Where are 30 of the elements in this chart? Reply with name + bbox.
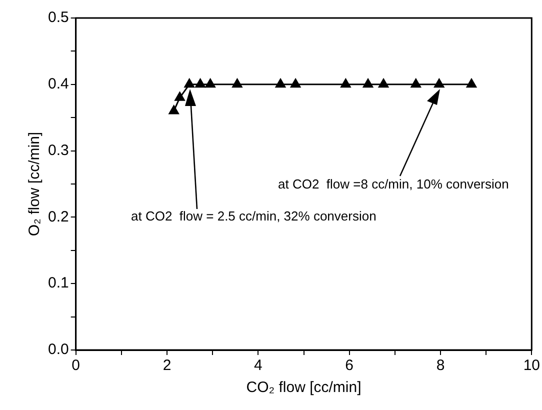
x-tick-label: 10 [523,357,540,374]
point [378,78,389,88]
point [184,78,194,88]
y-tick-label: 0.0 [48,341,69,358]
y-tick-label: 0.1 [48,274,69,292]
y-axis-title: O₂ flow [cc/min] [26,132,44,236]
point [232,78,242,88]
point [340,78,351,88]
annotation: at CO2 flow =8 cc/min, 10% conversion [278,176,509,192]
point [205,78,216,88]
annotation: at CO2 flow = 2.5 cc/min, 32% conversion [131,208,376,224]
point [168,105,179,114]
x-tick-label: 8 [436,357,445,374]
point [434,78,444,88]
x-tick-label: 6 [345,357,354,374]
x-tick-label: 0 [72,357,80,374]
x-axis-title: CO₂ flow [cc/min] [246,379,362,396]
point [410,78,421,88]
point [362,78,374,88]
y-tick-label: 0.2 [48,208,69,226]
point [275,78,286,88]
y-tick-label: 0.3 [48,142,69,159]
y-tick-label: 0.4 [48,76,69,93]
y-tick-label: 0.5 [48,9,69,26]
x-tick-label: 2 [162,357,172,374]
x-tick-label: 4 [254,357,262,374]
point [466,78,477,88]
point [174,92,185,101]
point [195,78,206,88]
point [290,78,301,88]
